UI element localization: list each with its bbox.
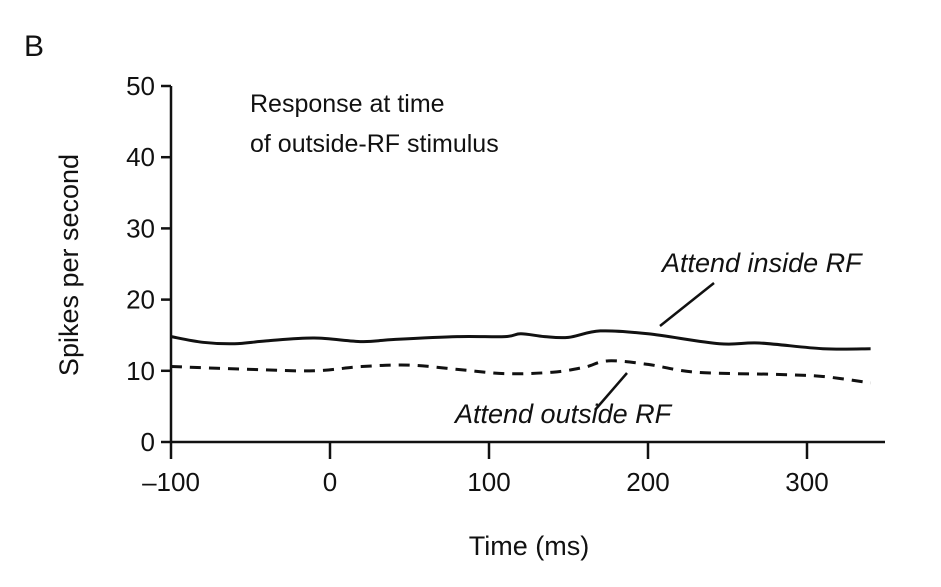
y-axis-label: Spikes per second <box>54 154 84 376</box>
annotation-leader-outside <box>594 372 628 411</box>
y-tick-label: 20 <box>126 285 155 315</box>
x-tick-label: –100 <box>142 467 200 497</box>
panel-label: B <box>24 30 44 63</box>
chart-title-line-1: Response at time <box>250 90 445 118</box>
annotation-attend-outside: Attend outside RF <box>453 399 673 429</box>
x-tick-label: 100 <box>467 467 510 497</box>
y-tick-label: 50 <box>126 71 155 101</box>
y-tick-label: 30 <box>126 213 155 243</box>
y-tick-label: 10 <box>126 356 155 386</box>
y-tick-label: 0 <box>141 427 155 457</box>
x-tick-label: 300 <box>785 467 828 497</box>
chart-title-line-2: of outside-RF stimulus <box>250 130 499 158</box>
x-tick-label: 0 <box>323 467 337 497</box>
y-tick-label: 40 <box>126 142 155 172</box>
x-axis-label: Time (ms) <box>469 531 589 561</box>
x-tick-label: 200 <box>626 467 669 497</box>
annotation-attend-inside: Attend inside RF <box>660 248 863 278</box>
series-line-attend-outside <box>170 359 871 385</box>
annotation-leader-inside <box>659 282 715 327</box>
series-line-attend-inside <box>170 329 871 351</box>
